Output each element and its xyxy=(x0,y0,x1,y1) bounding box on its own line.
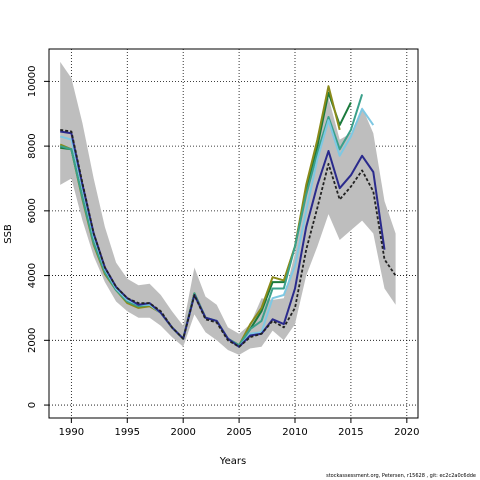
x-tick-label: 2015 xyxy=(338,427,363,438)
footer-attribution: stockassessment.org, Petersen, r15628 , … xyxy=(326,473,476,479)
x-tick-label: 1995 xyxy=(115,427,140,438)
x-tick-label: 2000 xyxy=(170,427,195,438)
x-axis: 1990 1995 2000 2005 2010 2015 2020 xyxy=(59,418,420,438)
series-line-black xyxy=(60,129,397,348)
y-tick-label: 6000 xyxy=(27,198,38,223)
plot-frame xyxy=(48,48,419,419)
y-tick-label: 2000 xyxy=(27,328,38,353)
y-tick-label: 8000 xyxy=(27,133,38,158)
x-tick-label: 1990 xyxy=(59,427,84,438)
y-tick-label: 4000 xyxy=(27,263,38,288)
confidence-band xyxy=(60,61,396,355)
y-axis-label: SSB xyxy=(3,224,14,244)
x-axis-label: Years xyxy=(219,456,246,467)
x-tick-label: 2010 xyxy=(282,427,307,438)
x-tick-label: 2020 xyxy=(394,427,419,438)
series-lines xyxy=(59,85,397,348)
y-axis: 0 2000 4000 6000 8000 10000 xyxy=(27,65,49,408)
y-tick-label: 10000 xyxy=(27,65,38,97)
x-tick-label: 2005 xyxy=(226,427,251,438)
y-tick-label: 0 xyxy=(27,402,38,408)
